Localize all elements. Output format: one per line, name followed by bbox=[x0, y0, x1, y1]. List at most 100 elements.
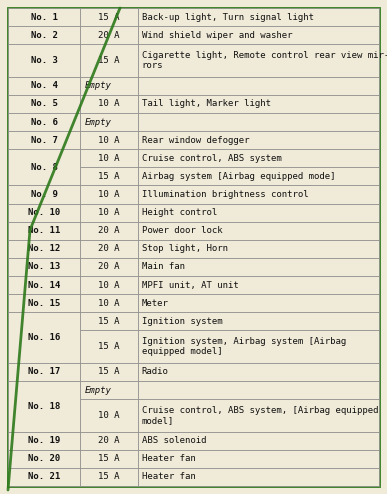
Bar bbox=[138, 44, 379, 77]
Bar bbox=[80, 258, 138, 276]
Text: Rear window defogger: Rear window defogger bbox=[142, 136, 249, 145]
Bar bbox=[138, 8, 379, 26]
Bar bbox=[8, 312, 80, 363]
Bar bbox=[138, 294, 379, 312]
Text: Back-up light, Turn signal light: Back-up light, Turn signal light bbox=[142, 12, 314, 22]
Bar bbox=[8, 432, 80, 450]
Bar bbox=[80, 8, 138, 26]
Bar bbox=[8, 113, 80, 131]
Text: Height control: Height control bbox=[142, 208, 217, 217]
Bar bbox=[8, 8, 80, 26]
Bar bbox=[80, 185, 138, 204]
Bar bbox=[80, 312, 138, 330]
Text: 15 A: 15 A bbox=[98, 317, 120, 326]
Text: 10 A: 10 A bbox=[98, 136, 120, 145]
Text: 20 A: 20 A bbox=[98, 436, 120, 445]
Text: Cruise control, ABS system: Cruise control, ABS system bbox=[142, 154, 282, 163]
Text: Empty: Empty bbox=[84, 82, 111, 90]
Text: 10 A: 10 A bbox=[98, 208, 120, 217]
Text: No. 3: No. 3 bbox=[31, 56, 58, 65]
Bar bbox=[8, 276, 80, 294]
Text: No. 2: No. 2 bbox=[31, 31, 58, 40]
Bar bbox=[138, 167, 379, 185]
Text: 10 A: 10 A bbox=[98, 281, 120, 289]
Bar bbox=[80, 468, 138, 486]
Bar bbox=[80, 77, 138, 95]
Bar bbox=[80, 294, 138, 312]
Text: Ignition system: Ignition system bbox=[142, 317, 223, 326]
Bar bbox=[80, 204, 138, 222]
Text: 10 A: 10 A bbox=[98, 411, 120, 420]
Bar bbox=[138, 468, 379, 486]
Bar bbox=[80, 44, 138, 77]
Bar bbox=[80, 26, 138, 44]
Bar bbox=[138, 204, 379, 222]
Bar bbox=[80, 222, 138, 240]
Bar bbox=[138, 330, 379, 363]
Bar bbox=[138, 26, 379, 44]
Bar bbox=[8, 363, 80, 381]
Text: Meter: Meter bbox=[142, 299, 169, 308]
Text: Illumination brightness control: Illumination brightness control bbox=[142, 190, 308, 199]
Bar bbox=[80, 240, 138, 258]
Text: No. 4: No. 4 bbox=[31, 82, 58, 90]
Text: 15 A: 15 A bbox=[98, 454, 120, 463]
Text: 15 A: 15 A bbox=[98, 368, 120, 376]
Text: 20 A: 20 A bbox=[98, 31, 120, 40]
Bar bbox=[138, 258, 379, 276]
Bar bbox=[138, 240, 379, 258]
Text: No. 17: No. 17 bbox=[28, 368, 60, 376]
Text: Empty: Empty bbox=[84, 118, 111, 126]
Bar bbox=[138, 381, 379, 399]
Bar bbox=[8, 468, 80, 486]
Text: Radio: Radio bbox=[142, 368, 169, 376]
Text: 10 A: 10 A bbox=[98, 299, 120, 308]
Text: 15 A: 15 A bbox=[98, 56, 120, 65]
Text: No. 9: No. 9 bbox=[31, 190, 58, 199]
Bar bbox=[138, 432, 379, 450]
Bar bbox=[138, 131, 379, 149]
Text: 10 A: 10 A bbox=[98, 190, 120, 199]
Bar bbox=[138, 276, 379, 294]
Bar bbox=[8, 222, 80, 240]
Text: 15 A: 15 A bbox=[98, 472, 120, 482]
Text: Cruise control, ABS system, [Airbag equipped
model]: Cruise control, ABS system, [Airbag equi… bbox=[142, 406, 378, 425]
Text: No. 1: No. 1 bbox=[31, 12, 58, 22]
Bar bbox=[8, 26, 80, 44]
Bar bbox=[80, 450, 138, 468]
Text: 20 A: 20 A bbox=[98, 226, 120, 235]
Bar bbox=[8, 44, 80, 77]
Bar bbox=[80, 363, 138, 381]
Bar bbox=[8, 381, 80, 432]
Bar bbox=[80, 167, 138, 185]
Bar bbox=[138, 363, 379, 381]
Text: Cigarette light, Remote control rear view mir-
rors: Cigarette light, Remote control rear vie… bbox=[142, 51, 387, 70]
Bar bbox=[8, 185, 80, 204]
Text: Empty: Empty bbox=[84, 385, 111, 395]
Text: Tail light, Marker light: Tail light, Marker light bbox=[142, 99, 271, 109]
Text: Heater fan: Heater fan bbox=[142, 454, 195, 463]
Text: No. 7: No. 7 bbox=[31, 136, 58, 145]
Text: 15 A: 15 A bbox=[98, 172, 120, 181]
Text: No. 20: No. 20 bbox=[28, 454, 60, 463]
Text: ABS solenoid: ABS solenoid bbox=[142, 436, 206, 445]
Bar bbox=[8, 204, 80, 222]
Text: No. 14: No. 14 bbox=[28, 281, 60, 289]
Text: No. 18: No. 18 bbox=[28, 402, 60, 411]
Bar bbox=[138, 399, 379, 432]
Text: No. 5: No. 5 bbox=[31, 99, 58, 109]
Bar bbox=[80, 399, 138, 432]
Text: No. 21: No. 21 bbox=[28, 472, 60, 482]
Text: No. 8: No. 8 bbox=[31, 163, 58, 172]
Bar bbox=[138, 222, 379, 240]
Text: MPFI unit, AT unit: MPFI unit, AT unit bbox=[142, 281, 239, 289]
Bar bbox=[138, 312, 379, 330]
Text: No. 10: No. 10 bbox=[28, 208, 60, 217]
Bar bbox=[138, 149, 379, 167]
Text: 20 A: 20 A bbox=[98, 245, 120, 253]
Text: No. 12: No. 12 bbox=[28, 245, 60, 253]
Text: 20 A: 20 A bbox=[98, 262, 120, 271]
Text: Power door lock: Power door lock bbox=[142, 226, 223, 235]
Text: Heater fan: Heater fan bbox=[142, 472, 195, 482]
Bar bbox=[80, 95, 138, 113]
